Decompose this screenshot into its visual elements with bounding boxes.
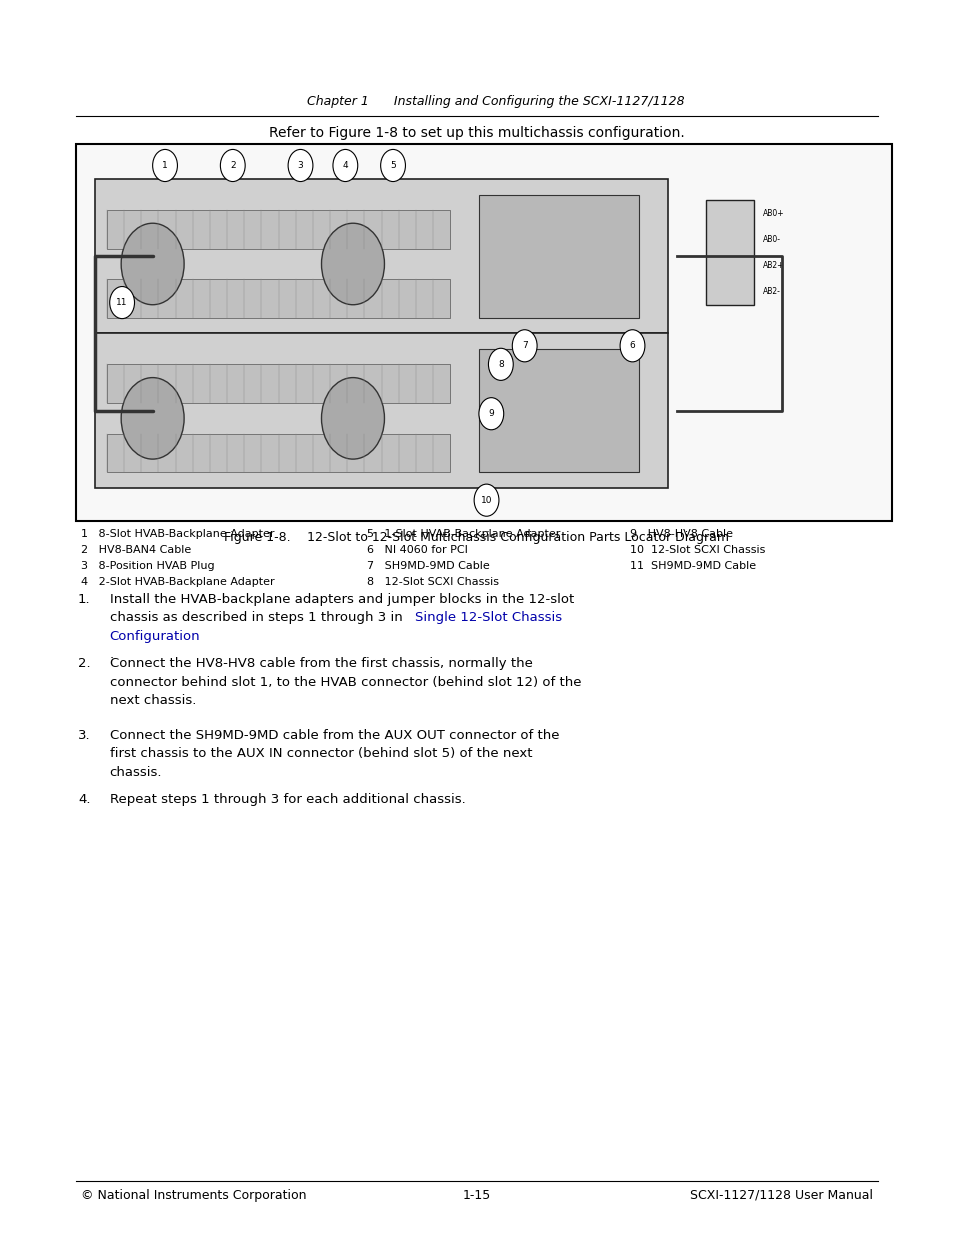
Text: 9   HV8-HV8 Cable: 9 HV8-HV8 Cable — [629, 529, 732, 538]
Text: 1-15: 1-15 — [462, 1189, 491, 1202]
Text: AB2+: AB2+ — [762, 261, 784, 270]
Text: 7   SH9MD-9MD Cable: 7 SH9MD-9MD Cable — [367, 561, 490, 571]
Text: 3: 3 — [297, 161, 303, 170]
Circle shape — [110, 287, 134, 319]
Text: .: . — [110, 648, 113, 662]
Circle shape — [321, 378, 384, 459]
Text: next chassis.: next chassis. — [110, 694, 196, 708]
Text: 7: 7 — [521, 341, 527, 351]
Circle shape — [321, 224, 384, 305]
Text: 5   1-Slot HVAB-Backplane Adapter: 5 1-Slot HVAB-Backplane Adapter — [367, 529, 560, 538]
Text: 3   8-Position HVAB Plug: 3 8-Position HVAB Plug — [81, 561, 214, 571]
Text: chassis as described in steps 1 through 3 in: chassis as described in steps 1 through … — [110, 611, 406, 625]
Text: Figure 1-8.  12-Slot to 12-Slot Multichassis Configuration Parts Locator Diagram: Figure 1-8. 12-Slot to 12-Slot Multichas… — [224, 531, 729, 543]
Bar — [107, 279, 450, 319]
Text: 10  12-Slot SCXI Chassis: 10 12-Slot SCXI Chassis — [629, 545, 764, 555]
Circle shape — [333, 149, 357, 182]
Text: 1   8-Slot HVAB-Backplane Adapter: 1 8-Slot HVAB-Backplane Adapter — [81, 529, 274, 538]
Text: 6: 6 — [629, 341, 635, 351]
Text: 1.: 1. — [78, 593, 91, 606]
Text: Chapter 1  Installing and Configuring the SCXI-1127/1128: Chapter 1 Installing and Configuring the… — [307, 95, 684, 107]
Text: Single 12-Slot Chassis: Single 12-Slot Chassis — [415, 611, 561, 625]
Circle shape — [380, 149, 405, 182]
Bar — [478, 350, 639, 473]
Circle shape — [619, 330, 644, 362]
Text: chassis.: chassis. — [110, 766, 162, 779]
Text: 11: 11 — [116, 298, 128, 308]
Text: 6   NI 4060 for PCI: 6 NI 4060 for PCI — [367, 545, 468, 555]
Text: 3.: 3. — [78, 729, 91, 742]
Text: 2.: 2. — [78, 657, 91, 671]
Text: SCXI-1127/1128 User Manual: SCXI-1127/1128 User Manual — [689, 1189, 872, 1202]
Text: © National Instruments Corporation: © National Instruments Corporation — [81, 1189, 306, 1202]
Text: first chassis to the AUX IN connector (behind slot 5) of the next: first chassis to the AUX IN connector (b… — [110, 747, 532, 761]
Circle shape — [152, 149, 177, 182]
Text: connector behind slot 1, to the HVAB connector (behind slot 12) of the: connector behind slot 1, to the HVAB con… — [110, 676, 580, 689]
Text: 1: 1 — [162, 161, 168, 170]
Bar — [76, 144, 891, 521]
Text: 8: 8 — [497, 359, 503, 369]
Text: Connect the HV8-HV8 cable from the first chassis, normally the: Connect the HV8-HV8 cable from the first… — [110, 657, 532, 671]
Circle shape — [220, 149, 245, 182]
Bar — [107, 210, 450, 248]
Text: 9: 9 — [488, 409, 494, 419]
Bar — [107, 433, 450, 473]
Circle shape — [474, 484, 498, 516]
Text: 8   12-Slot SCXI Chassis: 8 12-Slot SCXI Chassis — [367, 577, 498, 587]
Text: 4: 4 — [342, 161, 348, 170]
Bar — [95, 333, 667, 488]
Text: 4   2-Slot HVAB-Backplane Adapter: 4 2-Slot HVAB-Backplane Adapter — [81, 577, 274, 587]
Bar — [705, 200, 753, 305]
Text: Connect the SH9MD-9MD cable from the AUX OUT connector of the: Connect the SH9MD-9MD cable from the AUX… — [110, 729, 558, 742]
Text: 5: 5 — [390, 161, 395, 170]
Text: Repeat steps 1 through 3 for each additional chassis.: Repeat steps 1 through 3 for each additi… — [110, 793, 465, 806]
Circle shape — [488, 348, 513, 380]
Bar — [107, 364, 450, 403]
Bar — [95, 179, 667, 333]
Bar — [478, 195, 639, 319]
Text: Install the HVAB-backplane adapters and jumper blocks in the 12-slot: Install the HVAB-backplane adapters and … — [110, 593, 574, 606]
Text: 4.: 4. — [78, 793, 91, 806]
Text: AB0+: AB0+ — [762, 209, 784, 217]
Text: 10: 10 — [480, 495, 492, 505]
Text: 11  SH9MD-9MD Cable: 11 SH9MD-9MD Cable — [629, 561, 755, 571]
Text: 2: 2 — [230, 161, 235, 170]
Circle shape — [288, 149, 313, 182]
Text: Configuration: Configuration — [110, 630, 200, 643]
Text: AB2-: AB2- — [762, 288, 781, 296]
Text: AB0-: AB0- — [762, 235, 781, 245]
Circle shape — [478, 398, 503, 430]
Circle shape — [121, 224, 184, 305]
Circle shape — [121, 378, 184, 459]
Circle shape — [512, 330, 537, 362]
Text: Refer to Figure 1-8 to set up this multichassis configuration.: Refer to Figure 1-8 to set up this multi… — [269, 126, 684, 141]
Text: 2   HV8-BAN4 Cable: 2 HV8-BAN4 Cable — [81, 545, 192, 555]
